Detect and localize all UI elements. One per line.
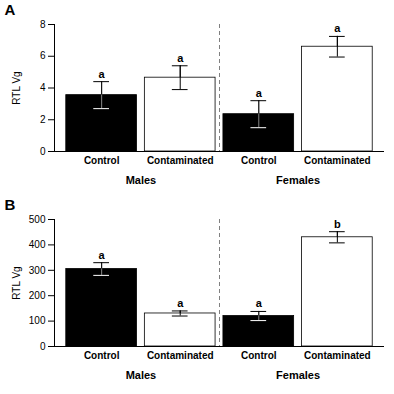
svg-text:100: 100 xyxy=(29,315,46,326)
svg-text:RTL Vg: RTL Vg xyxy=(11,266,22,299)
svg-text:Control: Control xyxy=(241,350,277,361)
svg-text:500: 500 xyxy=(29,214,46,225)
svg-text:a: a xyxy=(177,297,184,309)
svg-text:0: 0 xyxy=(40,146,46,157)
svg-text:Contaminated: Contaminated xyxy=(147,155,214,166)
svg-text:0: 0 xyxy=(40,341,46,352)
svg-text:RTL Vg: RTL Vg xyxy=(11,71,22,104)
svg-text:a: a xyxy=(334,22,341,34)
svg-text:a: a xyxy=(256,297,263,309)
svg-text:Control: Control xyxy=(84,155,120,166)
svg-text:a: a xyxy=(99,68,106,80)
svg-text:400: 400 xyxy=(29,239,46,250)
svg-text:a: a xyxy=(99,249,106,261)
svg-text:2: 2 xyxy=(40,114,46,125)
svg-text:b: b xyxy=(334,218,341,230)
svg-text:Females: Females xyxy=(276,174,320,186)
svg-text:6: 6 xyxy=(40,50,46,61)
svg-text:Females: Females xyxy=(276,369,320,381)
svg-text:B: B xyxy=(5,196,16,213)
svg-text:a: a xyxy=(177,52,184,64)
svg-text:8: 8 xyxy=(40,19,46,30)
svg-text:Males: Males xyxy=(126,174,157,186)
svg-text:Contaminated: Contaminated xyxy=(304,155,371,166)
svg-text:300: 300 xyxy=(29,265,46,276)
svg-text:Control: Control xyxy=(241,155,277,166)
svg-text:a: a xyxy=(256,87,263,99)
svg-text:4: 4 xyxy=(40,82,46,93)
svg-text:Control: Control xyxy=(84,350,120,361)
svg-text:A: A xyxy=(5,1,16,18)
svg-text:Contaminated: Contaminated xyxy=(304,350,371,361)
svg-text:200: 200 xyxy=(29,290,46,301)
svg-text:Males: Males xyxy=(126,369,157,381)
svg-text:Contaminated: Contaminated xyxy=(147,350,214,361)
